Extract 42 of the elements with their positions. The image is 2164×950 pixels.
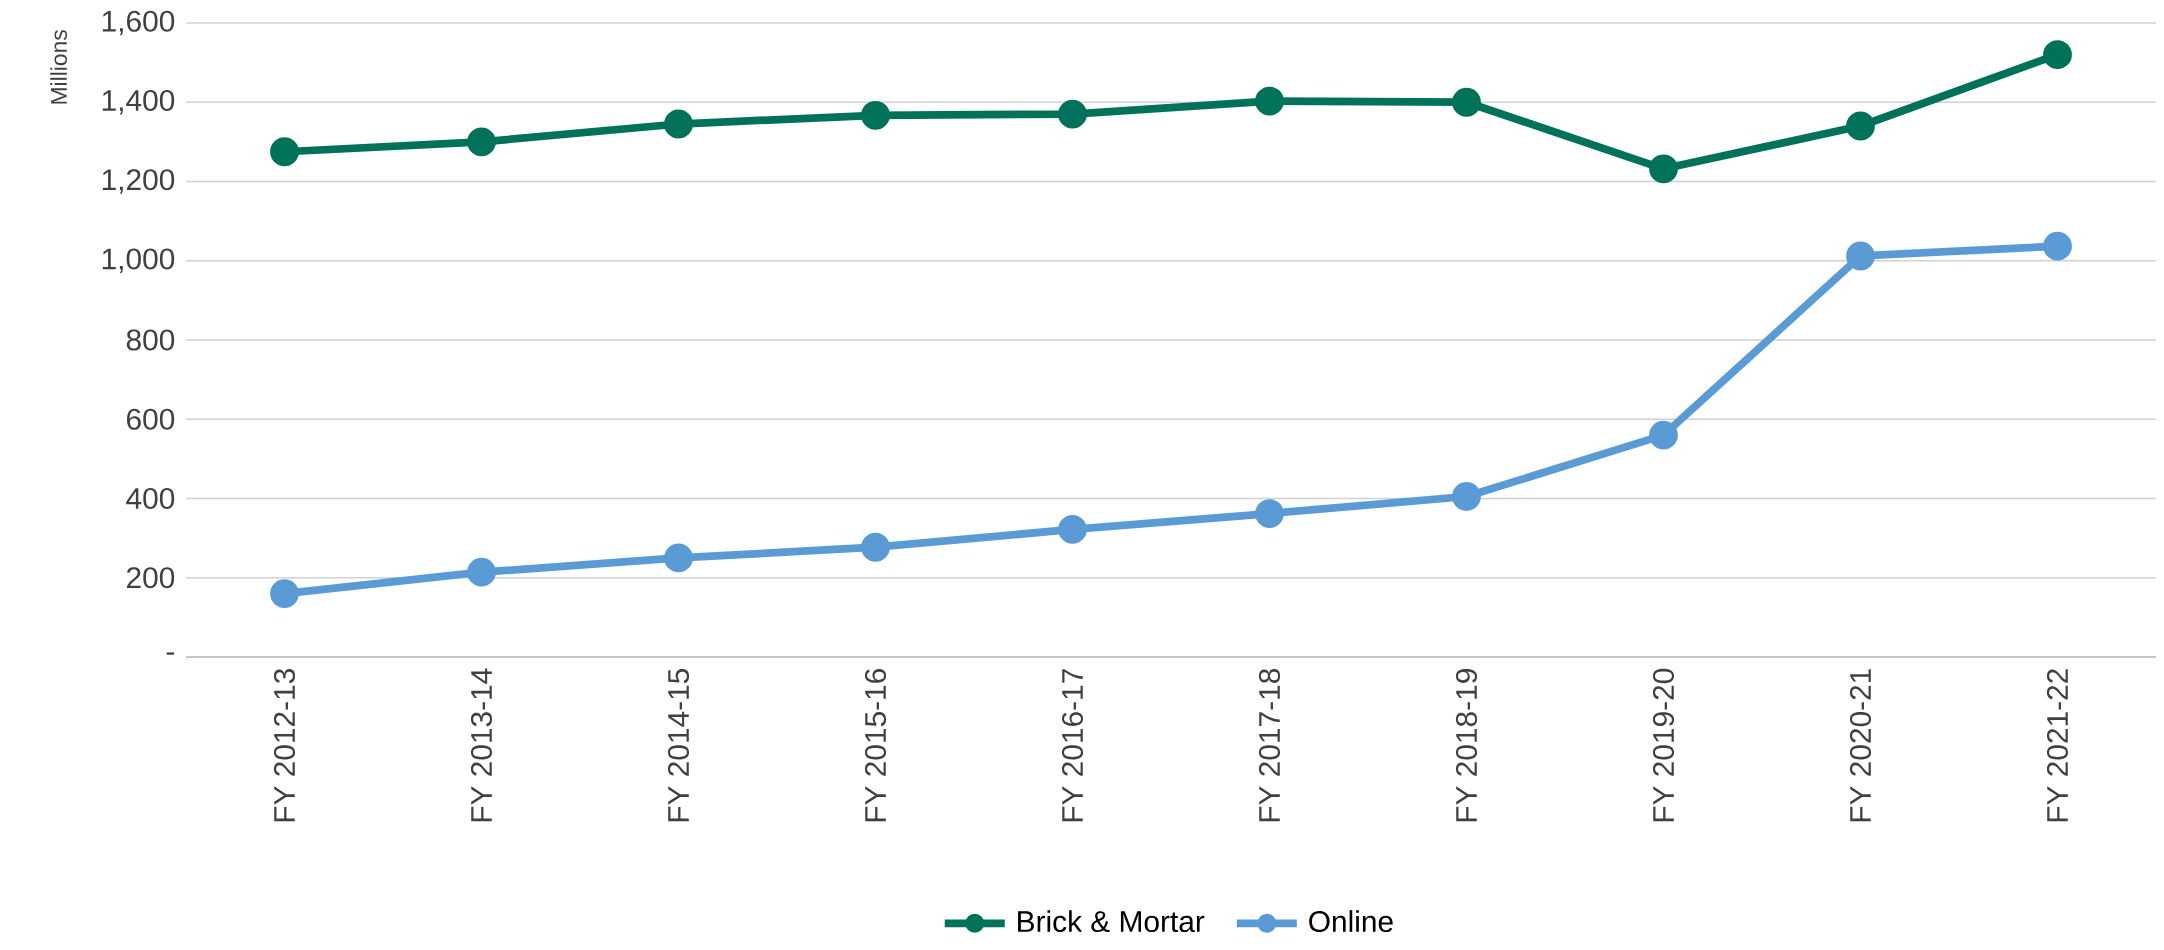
y-tick-label: 1,000	[102, 248, 175, 273]
x-tick-label: FY 2018-19	[1455, 668, 1478, 822]
y-tick-label: 800	[126, 329, 175, 351]
point	[1846, 241, 1875, 271]
x-tick-label: FY 2016-17	[1061, 669, 1084, 822]
point	[270, 578, 299, 608]
legend-label: Brick & Mortar	[1018, 909, 1205, 932]
y-axis-title: Millions	[50, 29, 68, 104]
x-tick-label: FY 2012-13	[273, 668, 296, 822]
y-tick-label: 600	[127, 408, 175, 430]
point	[2043, 231, 2072, 261]
point	[1452, 87, 1481, 117]
point	[1255, 498, 1284, 528]
point	[664, 109, 693, 139]
point	[1649, 154, 1678, 184]
point	[861, 100, 890, 130]
x-tick-label: FY 2021-22	[2046, 669, 2069, 822]
point	[270, 137, 299, 166]
x-tick-label: FY 2015-16	[864, 668, 887, 822]
point	[1452, 481, 1481, 511]
point	[664, 543, 693, 573]
y-tick-label: 200	[126, 566, 175, 589]
point	[1058, 99, 1087, 129]
y-tick-label: 1,400	[102, 89, 175, 115]
point	[467, 127, 496, 157]
point	[861, 532, 890, 562]
x-tick-label: FY 2014-15	[667, 668, 690, 822]
x-tick-label: FY 2020-21	[1849, 668, 1872, 822]
x-tick-label: FY 2019-20	[1652, 668, 1675, 822]
point	[467, 557, 496, 587]
x-tick-label: FY 2017-18	[1258, 668, 1281, 822]
y-tick-label: 1,600	[102, 10, 175, 36]
legend-label: Online	[1309, 909, 1393, 932]
point	[1058, 514, 1087, 544]
y-tick-label: 1,200	[102, 168, 175, 194]
y-tick-label: 400	[126, 487, 175, 509]
x-tick-label: FY 2013-14	[470, 668, 493, 822]
y-tick-label: -	[166, 652, 174, 655]
point	[2043, 40, 2072, 69]
point	[1255, 86, 1284, 116]
point	[1649, 420, 1678, 450]
point	[1846, 111, 1875, 141]
